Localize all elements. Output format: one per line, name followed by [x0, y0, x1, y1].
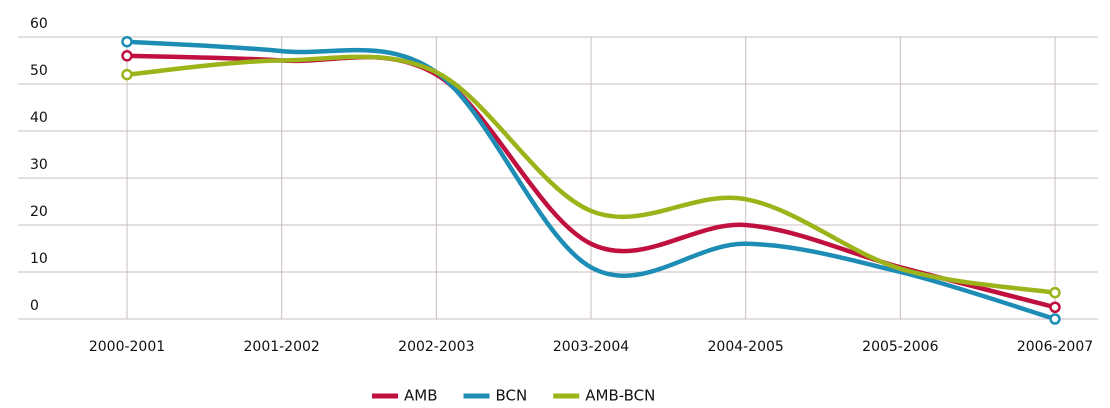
end-marker — [121, 68, 133, 81]
series-line — [124, 39, 1058, 322]
end-marker — [1049, 313, 1061, 325]
legend-label: AMB — [404, 387, 438, 405]
x-tick-label: 2006-2007 — [1017, 339, 1093, 355]
end-marker — [1049, 286, 1061, 299]
legend-label: BCN — [496, 387, 528, 405]
end-marker — [1049, 301, 1061, 313]
x-tick-label: 2000-2001 — [89, 339, 165, 355]
x-tick-label: 2001-2002 — [244, 339, 320, 355]
y-tick-label: 40 — [30, 110, 48, 126]
x-tick-label: 2005-2006 — [862, 339, 938, 355]
x-tick-label: 2002-2003 — [398, 339, 474, 355]
y-tick-label: 20 — [30, 204, 48, 220]
y-tick-label: 50 — [30, 63, 48, 79]
x-tick-label: 2004-2005 — [708, 339, 784, 355]
series-line — [124, 54, 1058, 295]
x-tick-label: 2003-2004 — [553, 339, 629, 355]
end-marker — [121, 35, 133, 48]
y-tick-label: 30 — [30, 157, 48, 173]
y-tick-label: 0 — [30, 298, 39, 314]
end-marker — [121, 50, 133, 62]
y-tick-label: 10 — [30, 251, 48, 267]
legend-label: AMB-BCN — [585, 387, 655, 405]
y-tick-label: 60 — [30, 16, 48, 32]
